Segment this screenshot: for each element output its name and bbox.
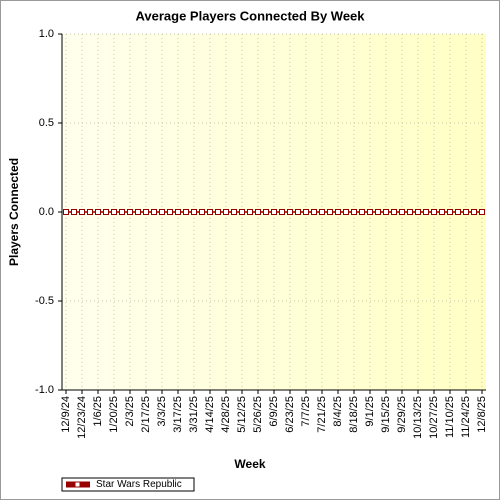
point-marker: [303, 209, 309, 215]
point-marker: [231, 209, 237, 215]
x-tick-label: 10/13/25: [412, 396, 424, 439]
x-tick-label: 4/14/25: [204, 396, 216, 433]
x-tick-label: 7/7/25: [300, 396, 312, 427]
point-marker: [471, 209, 477, 215]
point-marker: [255, 209, 261, 215]
x-tick-label: 3/31/25: [188, 396, 200, 433]
chart-title: Average Players Connected By Week: [135, 8, 365, 23]
x-tick-label: 1/6/25: [92, 396, 104, 427]
point-marker: [367, 209, 373, 215]
point-marker: [351, 209, 357, 215]
y-tick-label: 0.5: [39, 117, 54, 129]
point-marker: [151, 209, 157, 215]
point-marker: [391, 209, 397, 215]
point-marker: [191, 209, 197, 215]
x-tick-label: 2/17/25: [140, 396, 152, 433]
point-marker: [167, 209, 173, 215]
point-marker: [135, 209, 141, 215]
point-marker: [111, 209, 117, 215]
x-tick-label: 3/17/25: [172, 396, 184, 433]
legend-label: Star Wars Republic: [96, 479, 182, 490]
x-tick-label: 10/27/25: [428, 396, 440, 439]
point-marker: [375, 209, 381, 215]
point-marker: [263, 209, 269, 215]
point-marker: [319, 209, 325, 215]
point-marker: [343, 209, 349, 215]
x-axis-label: Week: [234, 457, 265, 471]
point-marker: [311, 209, 317, 215]
point-marker: [143, 209, 149, 215]
x-tick-label: 3/3/25: [156, 396, 168, 427]
y-tick-label: 0.0: [39, 206, 54, 218]
point-marker: [239, 209, 245, 215]
point-marker: [95, 209, 101, 215]
x-tick-label: 9/29/25: [396, 396, 408, 433]
point-marker: [247, 209, 253, 215]
point-marker: [87, 209, 93, 215]
point-marker: [439, 209, 445, 215]
point-marker: [399, 209, 405, 215]
x-tick-label: 5/12/25: [236, 396, 248, 433]
x-tick-label: 6/23/25: [284, 396, 296, 433]
point-marker: [183, 209, 189, 215]
point-marker: [359, 209, 365, 215]
point-marker: [383, 209, 389, 215]
y-tick-label: 1.0: [39, 28, 54, 40]
point-marker: [159, 209, 165, 215]
legend-box: [61, 477, 195, 492]
y-tick-label: -0.5: [35, 295, 54, 307]
legend-marker: [74, 481, 81, 488]
point-marker: [207, 209, 213, 215]
point-marker: [415, 209, 421, 215]
x-tick-label: 12/23/24: [76, 396, 88, 439]
point-marker: [127, 209, 133, 215]
x-tick-label: 8/4/25: [332, 396, 344, 427]
point-marker: [463, 209, 469, 215]
x-tick-label: 1/20/25: [108, 396, 120, 433]
point-marker: [479, 209, 485, 215]
x-tick-label: 4/28/25: [220, 396, 232, 433]
point-marker: [79, 209, 85, 215]
point-marker: [215, 209, 221, 215]
x-tick-label: 8/18/25: [348, 396, 360, 433]
point-marker: [407, 209, 413, 215]
x-tick-label: 7/21/25: [316, 396, 328, 433]
x-tick-label: 12/9/24: [60, 396, 72, 433]
x-tick-label: 2/3/25: [124, 396, 136, 427]
point-marker: [271, 209, 277, 215]
x-tick-label: 6/9/25: [268, 396, 280, 427]
point-marker: [447, 209, 453, 215]
x-tick-label: 11/10/25: [444, 396, 456, 438]
point-marker: [119, 209, 125, 215]
point-marker: [279, 209, 285, 215]
y-tick-label: -1.0: [35, 384, 54, 396]
x-tick-label: 5/26/25: [252, 396, 264, 433]
x-tick-label: 9/1/25: [364, 396, 376, 427]
point-marker: [175, 209, 181, 215]
point-marker: [335, 209, 341, 215]
x-tick-label: 12/8/25: [476, 396, 488, 433]
point-marker: [71, 209, 77, 215]
y-axis-label: Players Connected: [7, 158, 21, 266]
point-marker: [327, 209, 333, 215]
point-marker: [423, 209, 429, 215]
point-marker: [103, 209, 109, 215]
x-tick-label: 11/24/25: [460, 396, 472, 438]
point-marker: [287, 209, 293, 215]
point-marker: [63, 209, 69, 215]
point-marker: [199, 209, 205, 215]
x-tick-label: 9/15/25: [380, 396, 392, 433]
point-marker: [455, 209, 461, 215]
point-marker: [223, 209, 229, 215]
point-marker: [431, 209, 437, 215]
point-marker: [295, 209, 301, 215]
